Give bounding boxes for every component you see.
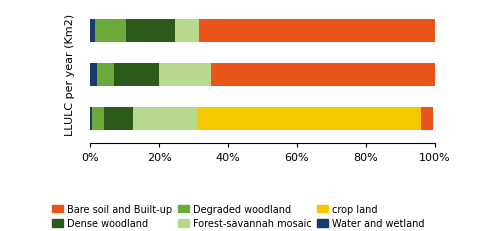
Bar — [421, 108, 434, 131]
Legend: Bare soil and Built-up, Dense woodland, Degraded woodland, Forest-savannah mosai: Bare soil and Built-up, Dense woodland, … — [48, 200, 428, 231]
Bar — [197, 108, 421, 131]
Bar — [90, 64, 97, 86]
Bar — [210, 64, 435, 86]
Bar — [104, 108, 133, 131]
Bar — [97, 64, 114, 86]
Bar — [90, 108, 92, 131]
Bar — [114, 64, 159, 86]
Bar — [95, 20, 126, 43]
Bar — [133, 108, 197, 131]
Bar — [126, 20, 174, 43]
Bar — [159, 64, 211, 86]
Bar — [198, 20, 435, 43]
Bar — [174, 20, 199, 43]
Bar — [90, 20, 95, 43]
Y-axis label: LLULC per year (Km2): LLULC per year (Km2) — [64, 14, 74, 136]
Bar — [92, 108, 104, 131]
